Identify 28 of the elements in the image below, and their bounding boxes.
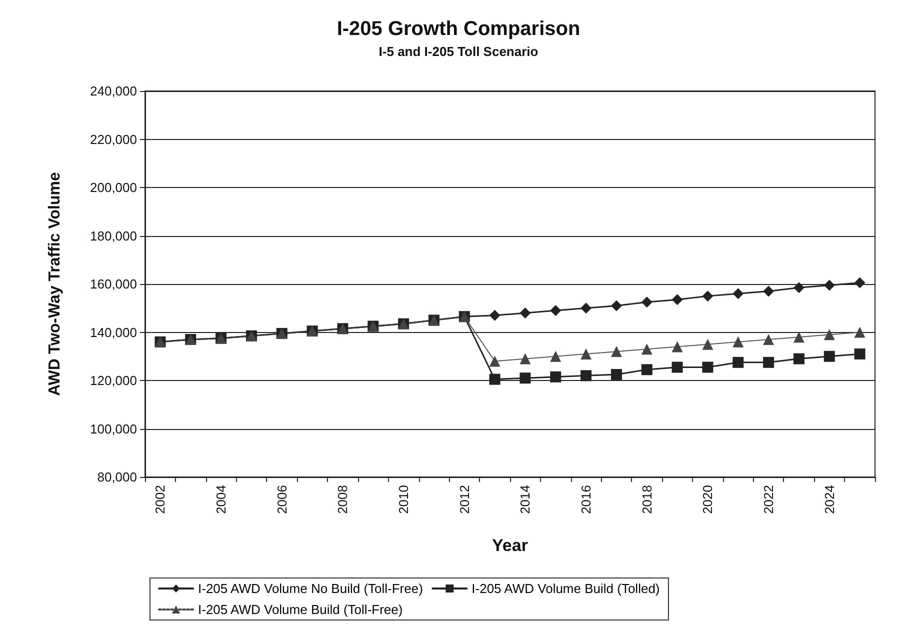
chart-title: I-205 Growth Comparison — [336, 18, 580, 40]
x-tick-label: 2020 — [700, 485, 716, 514]
x-tick-label: 2024 — [822, 485, 837, 514]
y-tick-label: 220,000 — [90, 132, 137, 147]
x-tick-label: 2004 — [214, 485, 229, 514]
x-tick-label: 2014 — [518, 485, 533, 514]
y-tick-label: 240,000 — [90, 84, 137, 98]
y-tick-label: 200,000 — [90, 180, 137, 195]
x-tick-label: 2002 — [152, 485, 168, 514]
y-tick-label: 140,000 — [90, 324, 137, 340]
y-tick-label: 160,000 — [90, 276, 137, 292]
legend-label: I-205 AWD Volume No Build (Toll-Free) — [198, 581, 423, 596]
x-tick-label: 2016 — [578, 485, 594, 514]
x-tick-label: 2006 — [274, 485, 290, 514]
chart-subtitle: I-5 and I-205 Toll Scenario — [378, 44, 538, 59]
y-tick-label: 180,000 — [90, 228, 137, 244]
x-tick-label: 2010 — [396, 485, 412, 514]
legend-label: I-205 AWD Volume Build (Toll-Free) — [198, 602, 403, 617]
y-tick-label: 120,000 — [90, 373, 137, 388]
legend-label: I-205 AWD Volume Build (Tolled) — [472, 581, 660, 596]
y-axis-title: AWD Two-Way Traffic Volume — [46, 172, 64, 396]
y-tick-label: 100,000 — [90, 421, 137, 436]
x-tick-label: 2018 — [639, 485, 654, 514]
x-tick-label: 2008 — [335, 485, 350, 514]
y-tick-label: 80,000 — [97, 470, 137, 484]
x-tick-label: 2012 — [456, 485, 472, 514]
x-tick-label: 2022 — [761, 485, 776, 514]
x-axis-title: Year — [492, 536, 528, 555]
